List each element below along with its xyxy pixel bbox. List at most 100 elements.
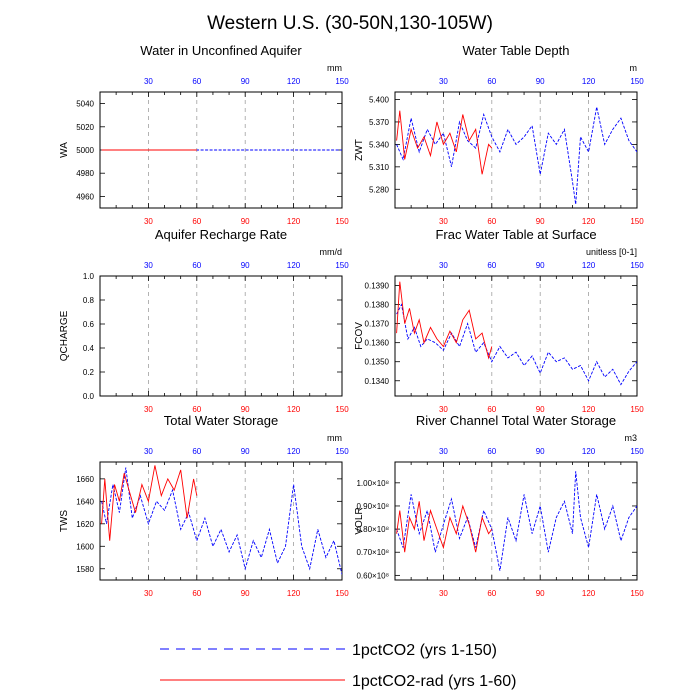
series-line-1pctco2 bbox=[396, 106, 637, 205]
x-tick-label-top: 90 bbox=[536, 447, 545, 456]
x-tick-label-bottom: 30 bbox=[439, 217, 448, 226]
y-tick-label: 1.0 bbox=[83, 272, 95, 281]
panels: Water in Unconfined Aquifer mm WA 30 60 90 120… bbox=[59, 43, 644, 598]
plot-frame bbox=[394, 275, 638, 397]
y-tick-label: 0.1370 bbox=[365, 320, 390, 329]
panel-2: Aquifer Recharge Rate mm/d QCHARGE 30 60 90 12… bbox=[59, 227, 349, 414]
series-line-1pctco2 bbox=[396, 471, 637, 571]
y-axis-label: WA bbox=[59, 142, 70, 158]
y-tick-label: 0.90×10⁸ bbox=[356, 502, 389, 511]
y-tick-label: 5040 bbox=[76, 100, 94, 109]
y-tick-label: 5020 bbox=[76, 123, 94, 132]
y-tick-label: 4980 bbox=[76, 169, 94, 178]
y-axis-label: VOLR bbox=[354, 507, 365, 534]
x-tick-label-bottom: 90 bbox=[536, 589, 545, 598]
legend-label-1pctco2: 1pctCO2 (yrs 1-150) bbox=[352, 642, 497, 659]
x-tick-label-bottom: 30 bbox=[439, 405, 448, 414]
x-tick-label-top: 120 bbox=[582, 261, 596, 270]
y-tick-label: 1620 bbox=[76, 520, 94, 529]
x-tick-label-bottom: 60 bbox=[192, 217, 201, 226]
x-tick-label-top: 90 bbox=[241, 77, 250, 86]
x-tick-label-top: 30 bbox=[144, 447, 153, 456]
y-tick-label: 4960 bbox=[76, 192, 94, 201]
y-axis-label: ZWT bbox=[354, 139, 365, 161]
x-tick-label-bottom: 60 bbox=[487, 405, 496, 414]
series-line-1pctco2 bbox=[396, 303, 637, 386]
y-tick-label: 5.370 bbox=[369, 118, 390, 127]
y-tick-label: 5.310 bbox=[369, 163, 390, 172]
y-tick-label: 0.2 bbox=[83, 368, 95, 377]
panel-title: Water Table Depth bbox=[463, 43, 570, 58]
x-tick-label-bottom: 60 bbox=[487, 217, 496, 226]
y-axis-label: TWS bbox=[59, 510, 70, 533]
y-tick-label: 0.1390 bbox=[365, 282, 390, 291]
y-tick-label: 0.8 bbox=[83, 296, 95, 305]
y-tick-label: 5.280 bbox=[369, 185, 390, 194]
series-line-1pctco2-rad bbox=[396, 281, 493, 360]
units-label: m bbox=[630, 63, 638, 73]
units-label: mm/d bbox=[320, 247, 343, 257]
panel-3: Frac Water Table at Surface unitless [0-1… bbox=[354, 227, 644, 414]
y-tick-label: 1600 bbox=[76, 542, 94, 551]
x-tick-label-bottom: 30 bbox=[144, 217, 153, 226]
series-group bbox=[101, 465, 342, 575]
x-tick-label-top: 30 bbox=[439, 77, 448, 86]
plot-frame bbox=[394, 91, 638, 209]
y-tick-label: 0.6 bbox=[83, 320, 95, 329]
y-tick-label: 0.0 bbox=[83, 392, 95, 401]
x-tick-label-bottom: 150 bbox=[335, 217, 349, 226]
x-tick-label-top: 60 bbox=[487, 447, 496, 456]
x-tick-label-bottom: 90 bbox=[241, 405, 250, 414]
units-label: mm bbox=[327, 433, 342, 443]
x-tick-label-top: 150 bbox=[630, 77, 644, 86]
x-tick-label-bottom: 30 bbox=[144, 589, 153, 598]
series-line-1pctco2 bbox=[101, 467, 342, 575]
x-tick-label-bottom: 150 bbox=[335, 589, 349, 598]
panel-5: River Channel Total Water Storage m3 VOLR 3… bbox=[354, 413, 644, 598]
x-tick-label-bottom: 60 bbox=[192, 405, 201, 414]
units-label: mm bbox=[327, 63, 342, 73]
x-tick-label-bottom: 90 bbox=[241, 217, 250, 226]
x-tick-label-bottom: 150 bbox=[630, 589, 644, 598]
legend: 1pctCO2 (yrs 1-150) 1pctCO2-rad (yrs 1-6… bbox=[160, 642, 517, 690]
x-tick-label-top: 120 bbox=[287, 77, 301, 86]
x-tick-label-bottom: 120 bbox=[287, 405, 301, 414]
x-tick-label-top: 90 bbox=[241, 447, 250, 456]
y-tick-label: 5.400 bbox=[369, 95, 390, 104]
plot-frame bbox=[99, 275, 343, 397]
series-group bbox=[396, 106, 637, 205]
x-tick-label-top: 120 bbox=[287, 447, 301, 456]
y-tick-label: 1660 bbox=[76, 475, 94, 484]
x-tick-label-bottom: 120 bbox=[287, 217, 301, 226]
y-tick-label: 0.1340 bbox=[365, 377, 390, 386]
series-group bbox=[396, 281, 637, 386]
panel-title: River Channel Total Water Storage bbox=[416, 413, 616, 428]
x-tick-label-top: 150 bbox=[630, 447, 644, 456]
x-tick-label-bottom: 150 bbox=[335, 405, 349, 414]
series-line-1pctco2-rad bbox=[396, 501, 493, 553]
x-tick-label-top: 60 bbox=[487, 77, 496, 86]
x-tick-label-top: 30 bbox=[144, 77, 153, 86]
x-tick-label-top: 120 bbox=[287, 261, 301, 270]
panel-title: Total Water Storage bbox=[164, 413, 278, 428]
x-tick-label-bottom: 120 bbox=[582, 217, 596, 226]
y-axis-label: FCOV bbox=[354, 322, 365, 350]
x-tick-label-top: 60 bbox=[192, 77, 201, 86]
y-tick-label: 1580 bbox=[76, 565, 94, 574]
x-tick-label-top: 150 bbox=[335, 261, 349, 270]
x-tick-label-top: 90 bbox=[536, 77, 545, 86]
units-label: m3 bbox=[624, 433, 637, 443]
x-tick-label-top: 60 bbox=[487, 261, 496, 270]
plot-frame bbox=[99, 461, 343, 581]
y-tick-label: 0.1380 bbox=[365, 301, 390, 310]
x-tick-label-top: 150 bbox=[335, 77, 349, 86]
x-tick-label-bottom: 30 bbox=[144, 405, 153, 414]
x-tick-label-top: 150 bbox=[630, 261, 644, 270]
x-tick-label-bottom: 60 bbox=[487, 589, 496, 598]
panel-title: Aquifer Recharge Rate bbox=[155, 227, 287, 242]
x-tick-label-bottom: 120 bbox=[287, 589, 301, 598]
y-tick-label: 0.4 bbox=[83, 344, 95, 353]
x-tick-label-bottom: 90 bbox=[241, 589, 250, 598]
x-tick-label-bottom: 120 bbox=[582, 405, 596, 414]
